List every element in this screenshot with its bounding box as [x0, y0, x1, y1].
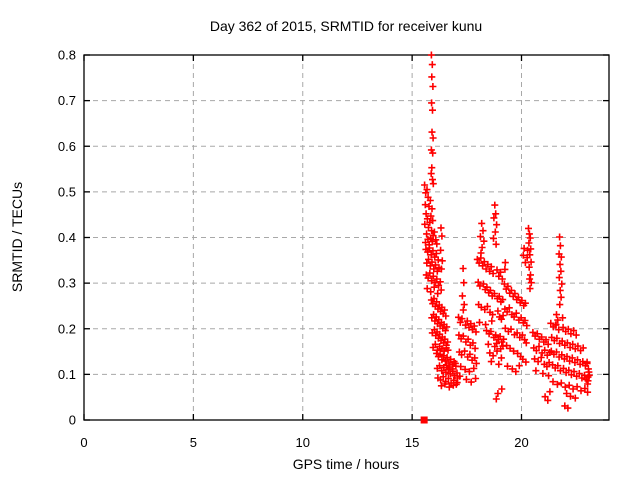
y-tick-label: 0.7 [58, 93, 76, 108]
x-tick-label: 10 [296, 435, 310, 450]
y-tick-label: 0.4 [58, 230, 76, 245]
y-tick-label: 0.1 [58, 367, 76, 382]
axes-and-ticks [83, 54, 610, 421]
y-tick-label: 0.3 [58, 276, 76, 291]
data-points [420, 51, 593, 424]
y-tick-label: 0.6 [58, 139, 76, 154]
square-marker-start-flag [420, 416, 428, 424]
y-axis-label: SRMTID / TECUs [9, 182, 25, 292]
x-tick-label: 0 [80, 435, 87, 450]
x-tick-label: 15 [405, 435, 419, 450]
chart-title: Day 362 of 2015, SRMTID for receiver kun… [210, 18, 482, 34]
grid-lines [84, 55, 609, 420]
y-tick-label: 0.2 [58, 321, 76, 336]
y-tick-label: 0 [69, 413, 76, 428]
x-tick-label: 5 [190, 435, 197, 450]
x-axis-label: GPS time / hours [293, 456, 400, 472]
tick-labels: 0 5 10 15 20 0 0.1 0.2 0.3 0.4 0.5 0.6 0.7 0.8 [58, 48, 529, 451]
x-tick-label: 20 [514, 435, 528, 450]
y-tick-label: 0.8 [58, 48, 76, 63]
scatter-series-srmtid [421, 51, 593, 412]
y-tick-label: 0.5 [58, 184, 76, 199]
